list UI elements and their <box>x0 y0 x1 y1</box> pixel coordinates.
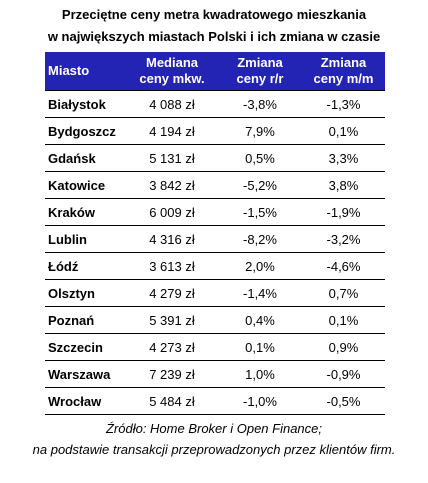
value-cell: 1,0% <box>218 360 302 388</box>
header-cell: Zmiana ceny m/m <box>302 52 385 91</box>
city-cell: Warszawa <box>45 360 126 388</box>
header-line: Miasto <box>48 63 90 78</box>
table-row: Olsztyn 4 279 zł -1,4% 0,7% <box>45 279 385 307</box>
table-row: Wrocław 5 484 zł -1,0% -0,5% <box>45 387 385 415</box>
footer: Źródło: Home Broker i Open Finance; na po… <box>0 418 428 460</box>
header-line: ceny m/m <box>313 71 374 86</box>
value-cell: 6 009 zł <box>126 198 218 226</box>
value-cell: 3 613 zł <box>126 252 218 280</box>
value-cell: 3,3% <box>302 144 385 172</box>
header-line: Mediana <box>145 55 198 70</box>
header-cell: Mediana ceny mkw. <box>126 52 218 91</box>
city-cell: Lublin <box>45 225 126 253</box>
value-cell: -1,4% <box>218 279 302 307</box>
table-row: Gdańsk 5 131 zł 0,5% 3,3% <box>45 144 385 172</box>
value-cell: 0,9% <box>302 333 385 361</box>
value-cell: 7 239 zł <box>126 360 218 388</box>
value-cell: 3 842 zł <box>126 171 218 199</box>
header-line: ceny mkw. <box>139 71 205 86</box>
value-cell: 0,5% <box>218 144 302 172</box>
table-row: Białystok 4 088 zł -3,8% -1,3% <box>45 90 385 118</box>
header-line: Zmiana <box>320 55 367 70</box>
city-cell: Olsztyn <box>45 279 126 307</box>
city-cell: Katowice <box>45 171 126 199</box>
city-cell: Bydgoszcz <box>45 117 126 145</box>
value-cell: 0,7% <box>302 279 385 307</box>
header-row: Miasto Mediana ceny mkw. Zmiana ceny r/r Zmia… <box>45 52 385 91</box>
value-cell: 5 484 zł <box>126 387 218 415</box>
header-cell: Zmiana ceny r/r <box>218 52 302 91</box>
table-row: Łódź 3 613 zł 2,0% -4,6% <box>45 252 385 280</box>
table-row: Bydgoszcz 4 194 zł 7,9% 0,1% <box>45 117 385 145</box>
city-cell: Białystok <box>45 90 126 118</box>
value-cell: 4 194 zł <box>126 117 218 145</box>
footer-line: na podstawie transakcji przeprowadzonych… <box>32 442 396 457</box>
header-cell: Miasto <box>45 52 126 91</box>
value-cell: 4 273 zł <box>126 333 218 361</box>
value-cell: -4,6% <box>302 252 385 280</box>
city-cell: Poznań <box>45 306 126 334</box>
city-cell: Gdańsk <box>45 144 126 172</box>
value-cell: 2,0% <box>218 252 302 280</box>
value-cell: -1,5% <box>218 198 302 226</box>
value-cell: 7,9% <box>218 117 302 145</box>
table-row: Poznań 5 391 zł 0,4% 0,1% <box>45 306 385 334</box>
value-cell: -0,5% <box>302 387 385 415</box>
title-line: Przeciętne ceny metra kwadratowego miesz… <box>61 7 367 22</box>
value-cell: 0,4% <box>218 306 302 334</box>
value-cell: 5 391 zł <box>126 306 218 334</box>
city-cell: Wrocław <box>45 387 126 415</box>
title-line: w największych miastach Polski i ich zmi… <box>47 29 381 44</box>
header-line: ceny r/r <box>236 71 284 86</box>
value-cell: 5 131 zł <box>126 144 218 172</box>
city-cell: Kraków <box>45 198 126 226</box>
city-cell: Szczecin <box>45 333 126 361</box>
value-cell: 0,1% <box>302 306 385 334</box>
table-row: Warszawa 7 239 zł 1,0% -0,9% <box>45 360 385 388</box>
value-cell: -1,0% <box>218 387 302 415</box>
footer-line: Źródło: Home Broker i Open Finance; <box>105 421 323 436</box>
table-row: Lublin 4 316 zł -8,2% -3,2% <box>45 225 385 253</box>
value-cell: -8,2% <box>218 225 302 253</box>
value-cell: -1,3% <box>302 90 385 118</box>
value-cell: 4 088 zł <box>126 90 218 118</box>
price-table: Miasto Mediana ceny mkw. Zmiana ceny r/r Zmia… <box>45 52 385 415</box>
value-cell: -0,9% <box>302 360 385 388</box>
table-row: Katowice 3 842 zł -5,2% 3,8% <box>45 171 385 199</box>
value-cell: -5,2% <box>218 171 302 199</box>
table-row: Szczecin 4 273 zł 0,1% 0,9% <box>45 333 385 361</box>
table-row: Kraków 6 009 zł -1,5% -1,9% <box>45 198 385 226</box>
value-cell: -3,2% <box>302 225 385 253</box>
value-cell: -1,9% <box>302 198 385 226</box>
table-header: Miasto Mediana ceny mkw. Zmiana ceny r/r Zmia… <box>45 52 385 91</box>
title: Przeciętne ceny metra kwadratowego miesz… <box>0 0 428 52</box>
city-cell: Łódź <box>45 252 126 280</box>
value-cell: 4 316 zł <box>126 225 218 253</box>
value-cell: 0,1% <box>302 117 385 145</box>
header-line: Zmiana <box>237 55 283 70</box>
value-cell: 3,8% <box>302 171 385 199</box>
value-cell: 0,1% <box>218 333 302 361</box>
value-cell: 4 279 zł <box>126 279 218 307</box>
table-body: Białystok 4 088 zł -3,8% -1,3% Bydgoszcz 4 19… <box>45 90 385 415</box>
value-cell: -3,8% <box>218 90 302 118</box>
